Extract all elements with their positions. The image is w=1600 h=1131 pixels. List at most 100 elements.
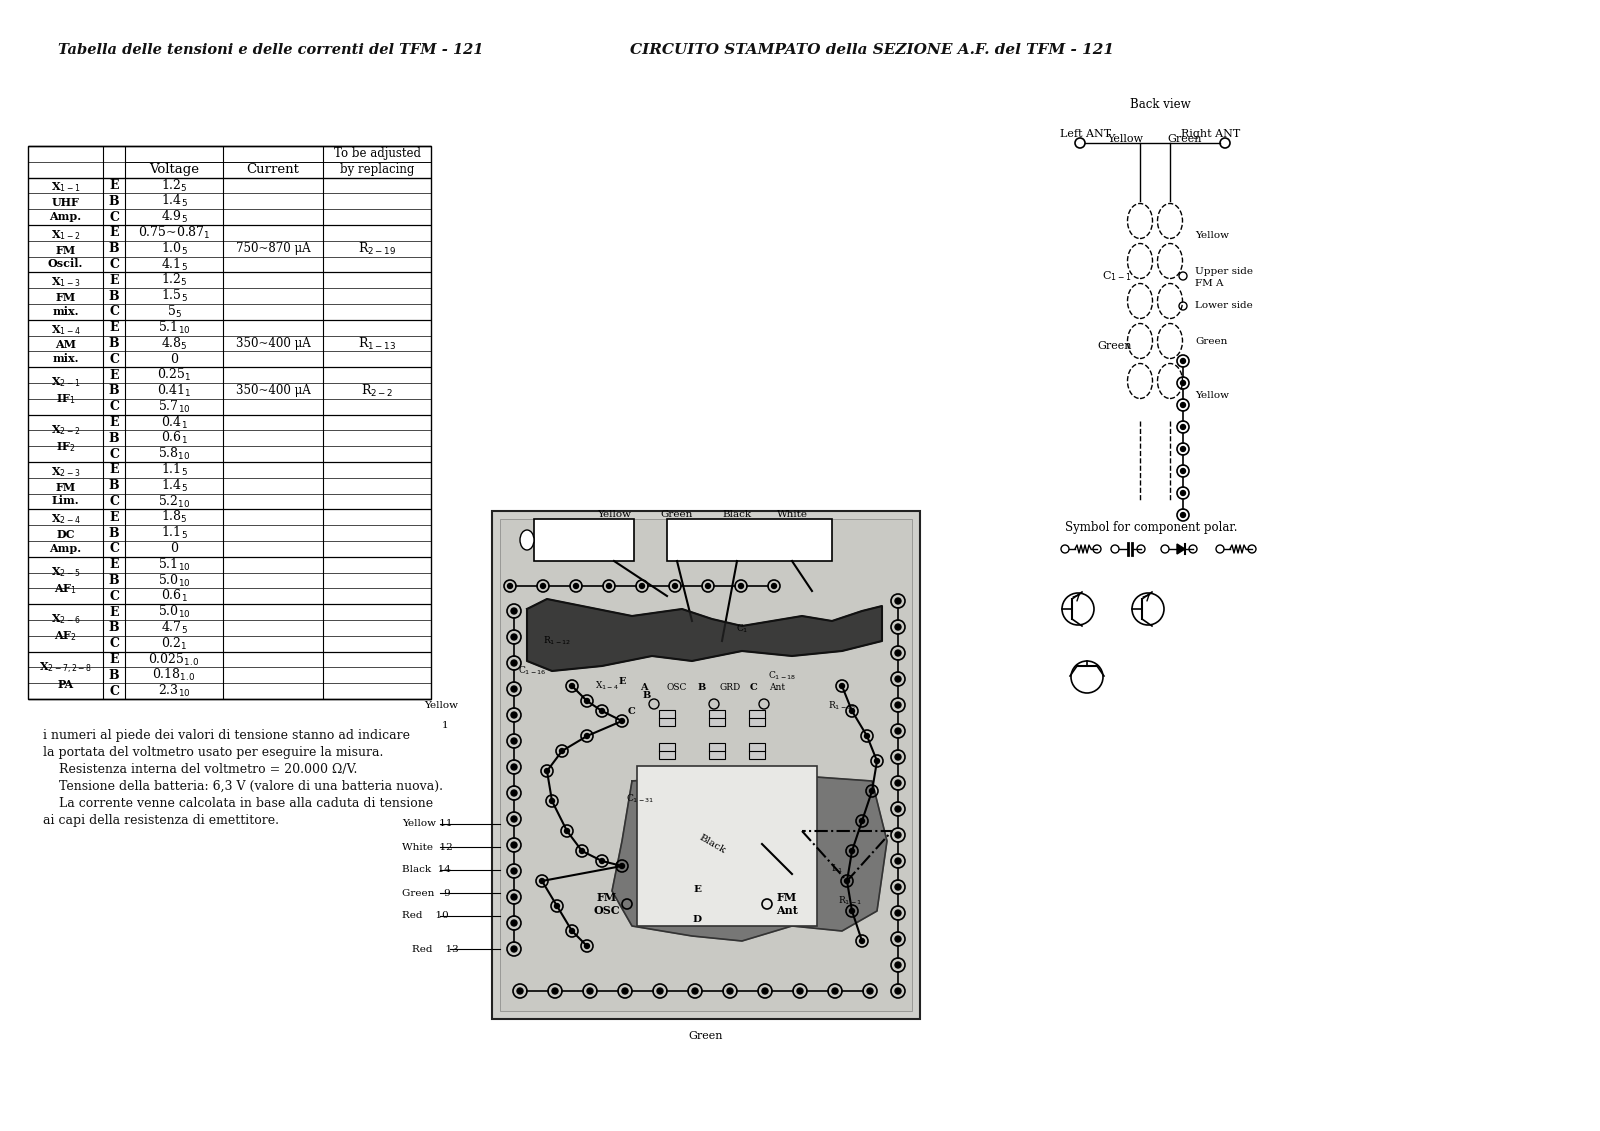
Text: 1.8$_5$: 1.8$_5$: [162, 509, 187, 526]
Text: X$_{1-4}$
AM
mix.: X$_{1-4}$ AM mix.: [51, 322, 80, 364]
Circle shape: [875, 759, 880, 763]
Circle shape: [840, 683, 845, 689]
Text: Resistenza interna del voltmetro = 20.000 Ω/V.: Resistenza interna del voltmetro = 20.00…: [43, 763, 357, 776]
Text: 0.4$_1$: 0.4$_1$: [160, 414, 187, 431]
Text: Green: Green: [1195, 337, 1227, 345]
Text: 4.8$_5$: 4.8$_5$: [162, 336, 187, 352]
Text: 5.8$_{10}$: 5.8$_{10}$: [158, 446, 190, 463]
Text: C: C: [109, 589, 118, 603]
Text: R$_{1-15}$: R$_{1-15}$: [827, 700, 856, 713]
Text: 0.25$_1$: 0.25$_1$: [157, 368, 190, 383]
Text: C: C: [109, 684, 118, 698]
Text: B: B: [109, 337, 120, 349]
Text: C: C: [109, 353, 118, 365]
Text: 0.2$_1$: 0.2$_1$: [162, 636, 187, 651]
Text: Green: Green: [1098, 342, 1133, 351]
Text: To be adjusted
by replacing: To be adjusted by replacing: [333, 147, 421, 176]
Text: E: E: [109, 274, 118, 287]
Text: B: B: [109, 575, 120, 587]
Circle shape: [894, 598, 901, 604]
Circle shape: [894, 910, 901, 916]
Text: 5.1$_{10}$: 5.1$_{10}$: [158, 556, 190, 572]
Text: C$_{1-1}$: C$_{1-1}$: [1102, 269, 1131, 283]
Circle shape: [584, 699, 589, 703]
Text: E: E: [618, 676, 626, 685]
Text: 2.3$_{10}$: 2.3$_{10}$: [158, 683, 190, 699]
Circle shape: [894, 884, 901, 890]
Text: 1.4$_5$: 1.4$_5$: [160, 477, 187, 494]
Text: B: B: [109, 668, 120, 682]
Text: X$_{2-3}$
FM
Lim.: X$_{2-3}$ FM Lim.: [51, 465, 80, 507]
Circle shape: [894, 624, 901, 630]
Text: C: C: [109, 400, 118, 413]
Circle shape: [570, 929, 574, 933]
Text: Green: Green: [661, 510, 693, 519]
Text: E: E: [109, 464, 118, 476]
Text: B: B: [109, 527, 120, 539]
Text: E: E: [109, 321, 118, 334]
Text: Yellow: Yellow: [1107, 133, 1142, 144]
Circle shape: [560, 749, 565, 753]
Text: C: C: [109, 543, 118, 555]
Text: Black: Black: [698, 832, 726, 855]
Text: 0.025$_{1.0}$: 0.025$_{1.0}$: [149, 651, 200, 667]
Text: Green: Green: [1168, 133, 1202, 144]
Circle shape: [706, 584, 710, 588]
Text: 5.2$_{10}$: 5.2$_{10}$: [158, 493, 190, 510]
Text: E: E: [693, 884, 701, 893]
Text: Yellow: Yellow: [1195, 232, 1229, 241]
Text: CIRCUITO STAMPATO della SEZIONE A.F. del TFM - 121: CIRCUITO STAMPATO della SEZIONE A.F. del…: [630, 43, 1114, 57]
Text: C: C: [109, 637, 118, 650]
Text: Red    10: Red 10: [402, 912, 448, 921]
Text: Tabella delle tensioni e delle correnti del TFM - 121: Tabella delle tensioni e delle correnti …: [58, 43, 483, 57]
Circle shape: [850, 908, 854, 914]
Text: B: B: [109, 290, 120, 303]
Circle shape: [579, 848, 584, 854]
Polygon shape: [526, 599, 882, 671]
Text: X$_{2-1}$
IF$_1$: X$_{2-1}$ IF$_1$: [51, 375, 80, 406]
Text: E: E: [109, 179, 118, 192]
Text: X$_{2-2}$
IF$_2$: X$_{2-2}$ IF$_2$: [51, 423, 80, 454]
Text: B: B: [109, 432, 120, 444]
Bar: [493, 511, 920, 1019]
Text: E: E: [109, 605, 118, 619]
Circle shape: [510, 634, 517, 640]
Circle shape: [600, 708, 605, 714]
Bar: [534, 519, 634, 561]
Bar: [749, 710, 765, 726]
Text: 5.0$_{10}$: 5.0$_{10}$: [158, 604, 190, 620]
Circle shape: [549, 798, 555, 803]
Text: 0.18$_{1.0}$: 0.18$_{1.0}$: [152, 667, 195, 683]
Text: C: C: [109, 448, 118, 460]
Circle shape: [510, 661, 517, 666]
Circle shape: [1181, 512, 1186, 518]
Circle shape: [864, 734, 869, 739]
Text: X$_{1-2}$
FM
Oscil.: X$_{1-2}$ FM Oscil.: [48, 228, 83, 269]
Text: 5.0$_{10}$: 5.0$_{10}$: [158, 572, 190, 588]
Text: B: B: [109, 480, 120, 492]
Text: Yellow: Yellow: [424, 701, 458, 710]
Bar: [29, 146, 430, 699]
Circle shape: [510, 713, 517, 718]
Bar: [659, 743, 675, 759]
Text: Symbol for component polar.: Symbol for component polar.: [1066, 521, 1237, 534]
Text: 5$_5$: 5$_5$: [166, 304, 181, 320]
Text: L$_1$: L$_1$: [832, 863, 843, 875]
Text: 1.2$_5$: 1.2$_5$: [160, 178, 187, 193]
Text: GRD: GRD: [720, 683, 741, 692]
Text: B: B: [643, 691, 651, 700]
Circle shape: [894, 702, 901, 708]
Bar: [499, 519, 912, 1011]
Text: White  12: White 12: [402, 843, 453, 852]
Circle shape: [850, 848, 854, 854]
Circle shape: [894, 988, 901, 994]
Circle shape: [510, 687, 517, 692]
Text: X$_{1-4}$: X$_{1-4}$: [595, 680, 619, 692]
Circle shape: [1181, 403, 1186, 407]
Text: Ant: Ant: [770, 683, 786, 692]
Text: C: C: [109, 495, 118, 508]
Circle shape: [622, 988, 627, 994]
Text: FM A: FM A: [1195, 279, 1224, 288]
Circle shape: [859, 939, 864, 943]
Circle shape: [606, 584, 611, 588]
